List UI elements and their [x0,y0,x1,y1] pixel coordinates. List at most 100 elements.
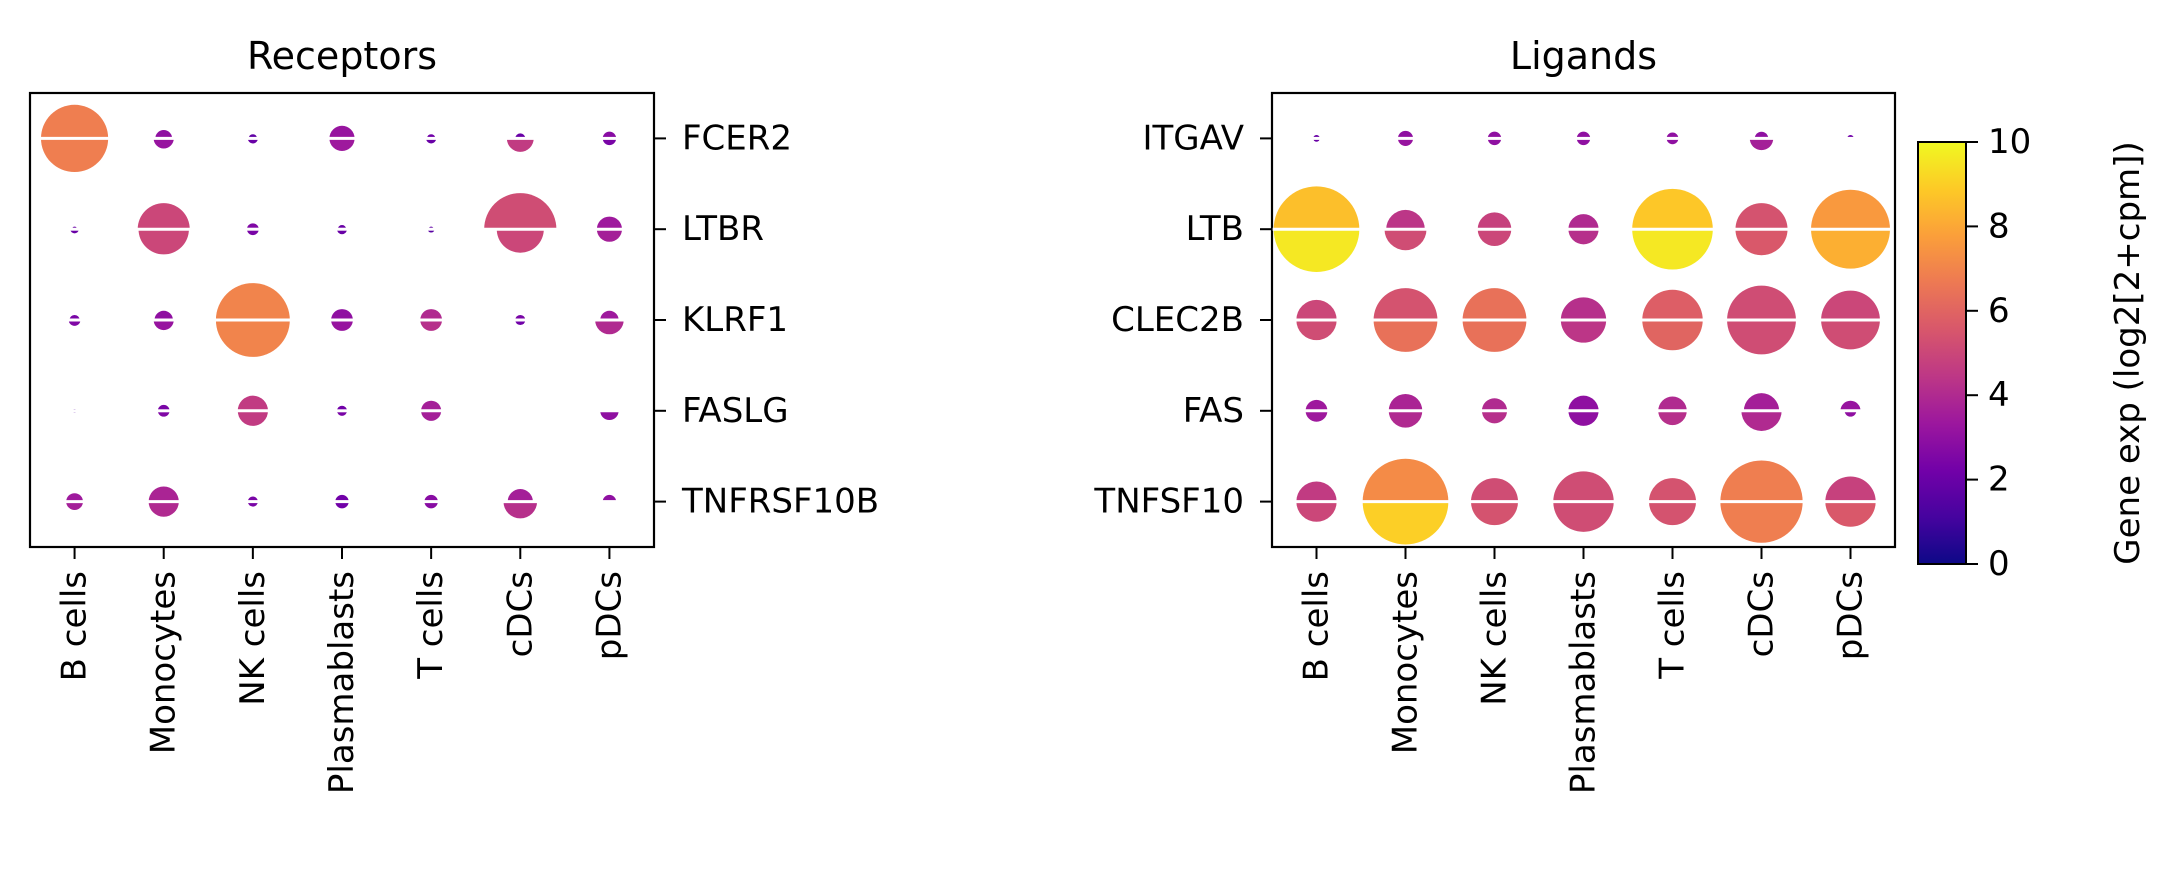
dot [1665,132,1680,145]
dot [483,193,558,253]
dot-top-half [66,493,83,502]
dot-bottom-half [420,320,443,331]
dot [152,310,175,331]
dot-bottom-half [40,138,109,172]
dot [67,314,82,326]
dot [1361,458,1450,545]
dot [1846,135,1855,140]
x-tick-label: B cells [55,571,95,681]
dot [39,104,110,172]
dot-bottom-half [138,229,189,255]
dot [152,129,175,149]
dot [1476,212,1513,247]
x-tick-label: T cells [411,571,451,680]
dot-top-half [1296,481,1337,502]
y-tick-label: LTBR [682,209,764,249]
dot [1295,481,1338,522]
dot-top-half [154,310,173,320]
dot [335,405,349,416]
dot-bottom-half [1576,138,1591,146]
dot-top-half [484,193,557,230]
x-tick-label: T cells [1653,571,1693,680]
dot [425,134,438,144]
dot [328,125,356,151]
dot-top-half [1568,214,1599,230]
dot-bottom-half [1384,229,1427,251]
panel-title: Ligands [1510,34,1657,78]
dot-bottom-half [602,138,617,146]
x-tick-label: Plasmablasts [322,571,362,794]
dot-top-half [1735,203,1788,230]
dot-top-half [1560,297,1607,320]
colorbar-gradient [1917,141,1967,565]
dot-top-half [1373,288,1438,320]
dot [419,309,444,331]
dot [136,203,191,255]
dot-top-half [600,310,619,320]
dot-top-half [1273,186,1360,230]
dot-top-half [215,283,290,320]
dot-bottom-half [1642,320,1703,351]
dot-top-half [335,494,349,502]
dot-bottom-half [424,501,438,509]
dot-top-half [1477,212,1512,230]
dot [1272,186,1361,272]
y-tick-label: FASLG [682,391,789,431]
dot [426,226,436,233]
dot-bottom-half [1470,501,1519,526]
dot-top-half [1386,209,1425,230]
x-tick-label: NK cells [1475,571,1515,706]
dot-bottom-half [1373,320,1438,352]
dot [1839,400,1862,417]
dot [1726,285,1797,355]
y-tick-label: LTB [1186,209,1244,249]
dot-top-half [1720,460,1803,502]
dot [156,404,171,417]
dot-bottom-half [1397,138,1414,146]
dot-top-half [1481,398,1508,411]
dot-bottom-half [1749,138,1774,151]
dot [69,226,80,234]
dot-top-half [602,494,617,502]
dot-bottom-half [596,229,623,242]
dot [594,310,625,335]
colorbar-tick-label: 10 [1988,122,2031,162]
dot-bottom-half [1560,320,1607,343]
dot-top-half [1821,290,1880,320]
x-tick-label: B cells [1297,571,1337,681]
dot-bottom-half [506,138,534,152]
dot [236,395,269,426]
dot [1552,471,1615,532]
dot-bottom-half [153,138,174,149]
colorbar-tick-label: 6 [1988,291,2010,331]
dot-top-half [1825,476,1876,502]
y-tick-label: KLRF1 [682,300,788,340]
dot [335,224,349,235]
dot-top-half [148,486,179,502]
dot [1372,288,1439,352]
dot [1469,478,1520,526]
dot [246,496,259,507]
colorbar-tick-label: 0 [1988,544,2010,584]
dot-bottom-half [1648,501,1697,526]
dot-top-half [507,489,533,502]
dot [420,400,443,421]
dot [1396,130,1415,146]
dot-bottom-half [421,410,442,421]
dot-top-half [602,131,617,139]
dot-top-half [137,203,190,230]
dot [1740,393,1783,431]
dot-bottom-half [335,501,349,509]
dot-top-half [1743,393,1780,411]
dot [1304,399,1329,422]
dot [1631,188,1714,270]
colorbar-label: Gene exp (log2[2+cpm]) [2108,141,2148,564]
dot-bottom-half [215,320,290,357]
dot-bottom-half [1821,320,1880,350]
colorbar-tick-label: 8 [1988,206,2010,246]
dot [1480,398,1509,424]
dot-top-half [1487,131,1502,139]
dot [1461,288,1528,352]
dot-top-half [331,309,353,320]
